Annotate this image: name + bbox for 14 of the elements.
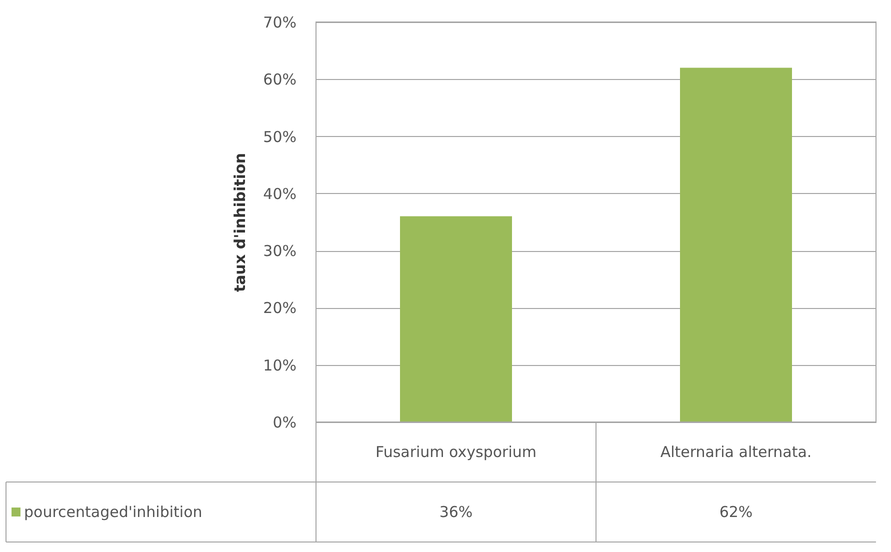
y-tick-label: 50% [263, 128, 296, 146]
y-tick-label: 30% [263, 242, 296, 260]
y-tick-label: 0% [272, 414, 296, 432]
y-tick-label: 70% [263, 14, 296, 32]
data-label: 36% [439, 503, 473, 521]
y-tick-label: 10% [263, 356, 296, 374]
y-tick-label: 20% [263, 299, 296, 318]
data-label: 62% [719, 503, 753, 521]
legend-label: pourcentaged'inhibition [24, 503, 202, 521]
x-tick-label: Fusarium oxysporium [376, 443, 536, 461]
y-tick-label: 60% [263, 70, 296, 89]
y-tick-label: 40% [263, 184, 296, 203]
x-tick-label: Alternaria alternata. [660, 443, 812, 461]
y-axis-title: taux d'inhibition [231, 152, 250, 292]
